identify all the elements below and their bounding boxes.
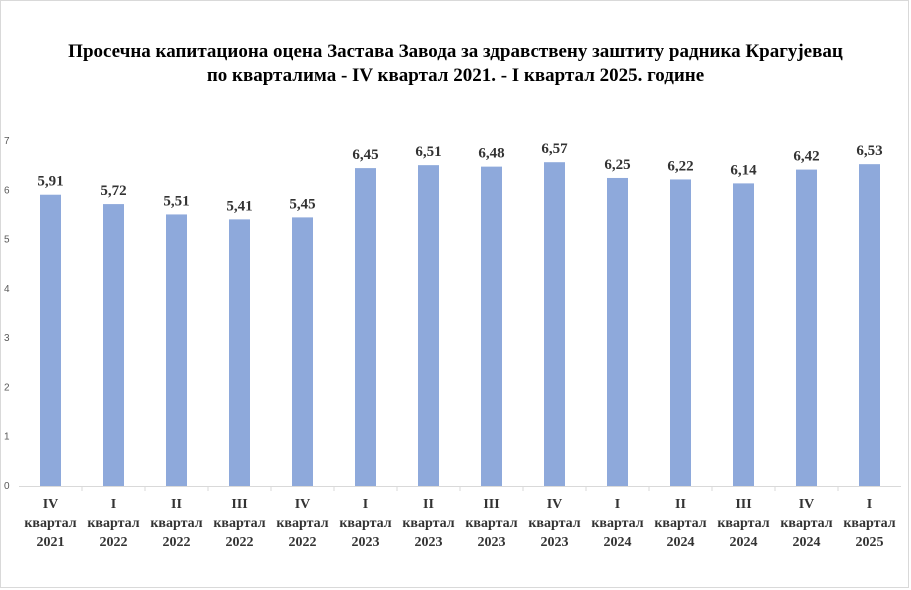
y-tick-label: 0 — [4, 481, 10, 492]
bar — [544, 162, 565, 486]
x-tick-label: квартал — [591, 516, 643, 531]
x-tick-label: I — [867, 497, 872, 512]
x-tick-label: 2023 — [352, 535, 380, 550]
x-tick-label: 2025 — [856, 535, 884, 550]
x-tick-label: 2024 — [730, 535, 758, 550]
data-label: 5,72 — [100, 183, 126, 199]
x-tick-label: 2024 — [604, 535, 632, 550]
x-tick-label: IV — [43, 497, 59, 512]
data-label: 6,42 — [793, 149, 819, 165]
x-tick-label: II — [423, 497, 434, 512]
x-tick-label: квартал — [339, 516, 391, 531]
x-tick-label: квартал — [150, 516, 202, 531]
x-tick-label: I — [111, 497, 116, 512]
data-label: 5,45 — [289, 196, 315, 212]
x-tick-label: квартал — [717, 516, 769, 531]
bar — [229, 219, 250, 486]
x-tick-label: 2023 — [415, 535, 443, 550]
data-label: 6,51 — [415, 144, 441, 160]
y-tick-label: 6 — [4, 185, 10, 196]
data-label: 6,45 — [352, 147, 378, 163]
x-tick-label: 2024 — [667, 535, 695, 550]
x-tick-label: IV — [547, 497, 563, 512]
bar — [292, 217, 313, 486]
bar — [796, 169, 817, 487]
y-tick-label: 7 — [4, 136, 10, 147]
x-tick-label: квартал — [780, 516, 832, 531]
data-label: 5,91 — [37, 174, 63, 190]
bar — [859, 164, 880, 486]
x-tick-label: III — [231, 497, 247, 512]
y-tick-label: 2 — [4, 382, 10, 393]
data-label: 6,22 — [667, 158, 693, 174]
data-label: 6,53 — [856, 143, 882, 159]
x-tick-label: 2022 — [226, 535, 254, 550]
x-tick-label: квартал — [402, 516, 454, 531]
bar — [355, 168, 376, 486]
x-tick-label: 2024 — [793, 535, 821, 550]
data-label: 6,57 — [541, 141, 568, 157]
x-tick-label: квартал — [654, 516, 706, 531]
x-tick-label: квартал — [465, 516, 517, 531]
y-tick-label: 4 — [4, 284, 10, 295]
bar — [40, 194, 61, 486]
x-tick-label: квартал — [528, 516, 580, 531]
chart-title-line-2: по кварталима - IV квартал 2021. - I ква… — [206, 65, 705, 86]
x-tick-label: 2021 — [37, 535, 65, 550]
x-tick-label: 2022 — [100, 535, 128, 550]
x-tick-label: III — [483, 497, 499, 512]
x-tick-label: 2023 — [541, 535, 569, 550]
bar — [103, 204, 124, 487]
data-label: 6,48 — [478, 146, 504, 162]
data-label: 6,14 — [730, 162, 757, 178]
x-tick-label: квартал — [87, 516, 139, 531]
x-tick-label: II — [675, 497, 686, 512]
bar — [670, 179, 691, 486]
bar — [733, 183, 754, 486]
x-tick-label: 2022 — [289, 535, 317, 550]
x-tick-label: квартал — [213, 516, 265, 531]
y-tick-label: 3 — [4, 333, 10, 344]
x-tick-label: I — [363, 497, 368, 512]
x-tick-label: IV — [295, 497, 311, 512]
y-tick-label: 5 — [4, 235, 10, 246]
x-tick-label: квартал — [843, 516, 895, 531]
data-label: 5,51 — [163, 193, 189, 209]
bar — [607, 177, 628, 486]
x-tick-label: IV — [799, 497, 815, 512]
x-tick-label: квартал — [24, 516, 76, 531]
chart-title: Просечна капитациона оцена Застава Завод… — [0, 40, 911, 88]
x-tick-label: квартал — [276, 516, 328, 531]
x-tick-label: 2022 — [163, 535, 191, 550]
data-label: 6,25 — [604, 157, 630, 173]
x-tick-label: I — [615, 497, 620, 512]
chart-title-line-1: Просечна капитациона оцена Застава Завод… — [68, 41, 843, 62]
x-tick-label: 2023 — [478, 535, 506, 550]
bar — [166, 214, 187, 486]
bar — [481, 166, 502, 486]
data-label: 5,41 — [226, 198, 252, 214]
bar — [418, 165, 439, 486]
x-tick-label: II — [171, 497, 182, 512]
x-tick-label: III — [735, 497, 751, 512]
y-tick-label: 1 — [4, 432, 10, 443]
